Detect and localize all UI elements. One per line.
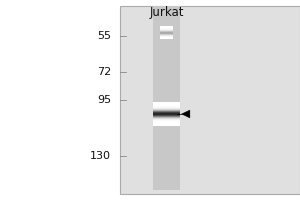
Text: Jurkat: Jurkat <box>149 6 184 19</box>
Text: 95: 95 <box>97 95 111 105</box>
Text: 55: 55 <box>97 31 111 41</box>
Text: 130: 130 <box>90 151 111 161</box>
Bar <box>120 6 300 194</box>
Bar <box>153 6 180 190</box>
Polygon shape <box>182 110 190 118</box>
Text: 72: 72 <box>97 67 111 77</box>
